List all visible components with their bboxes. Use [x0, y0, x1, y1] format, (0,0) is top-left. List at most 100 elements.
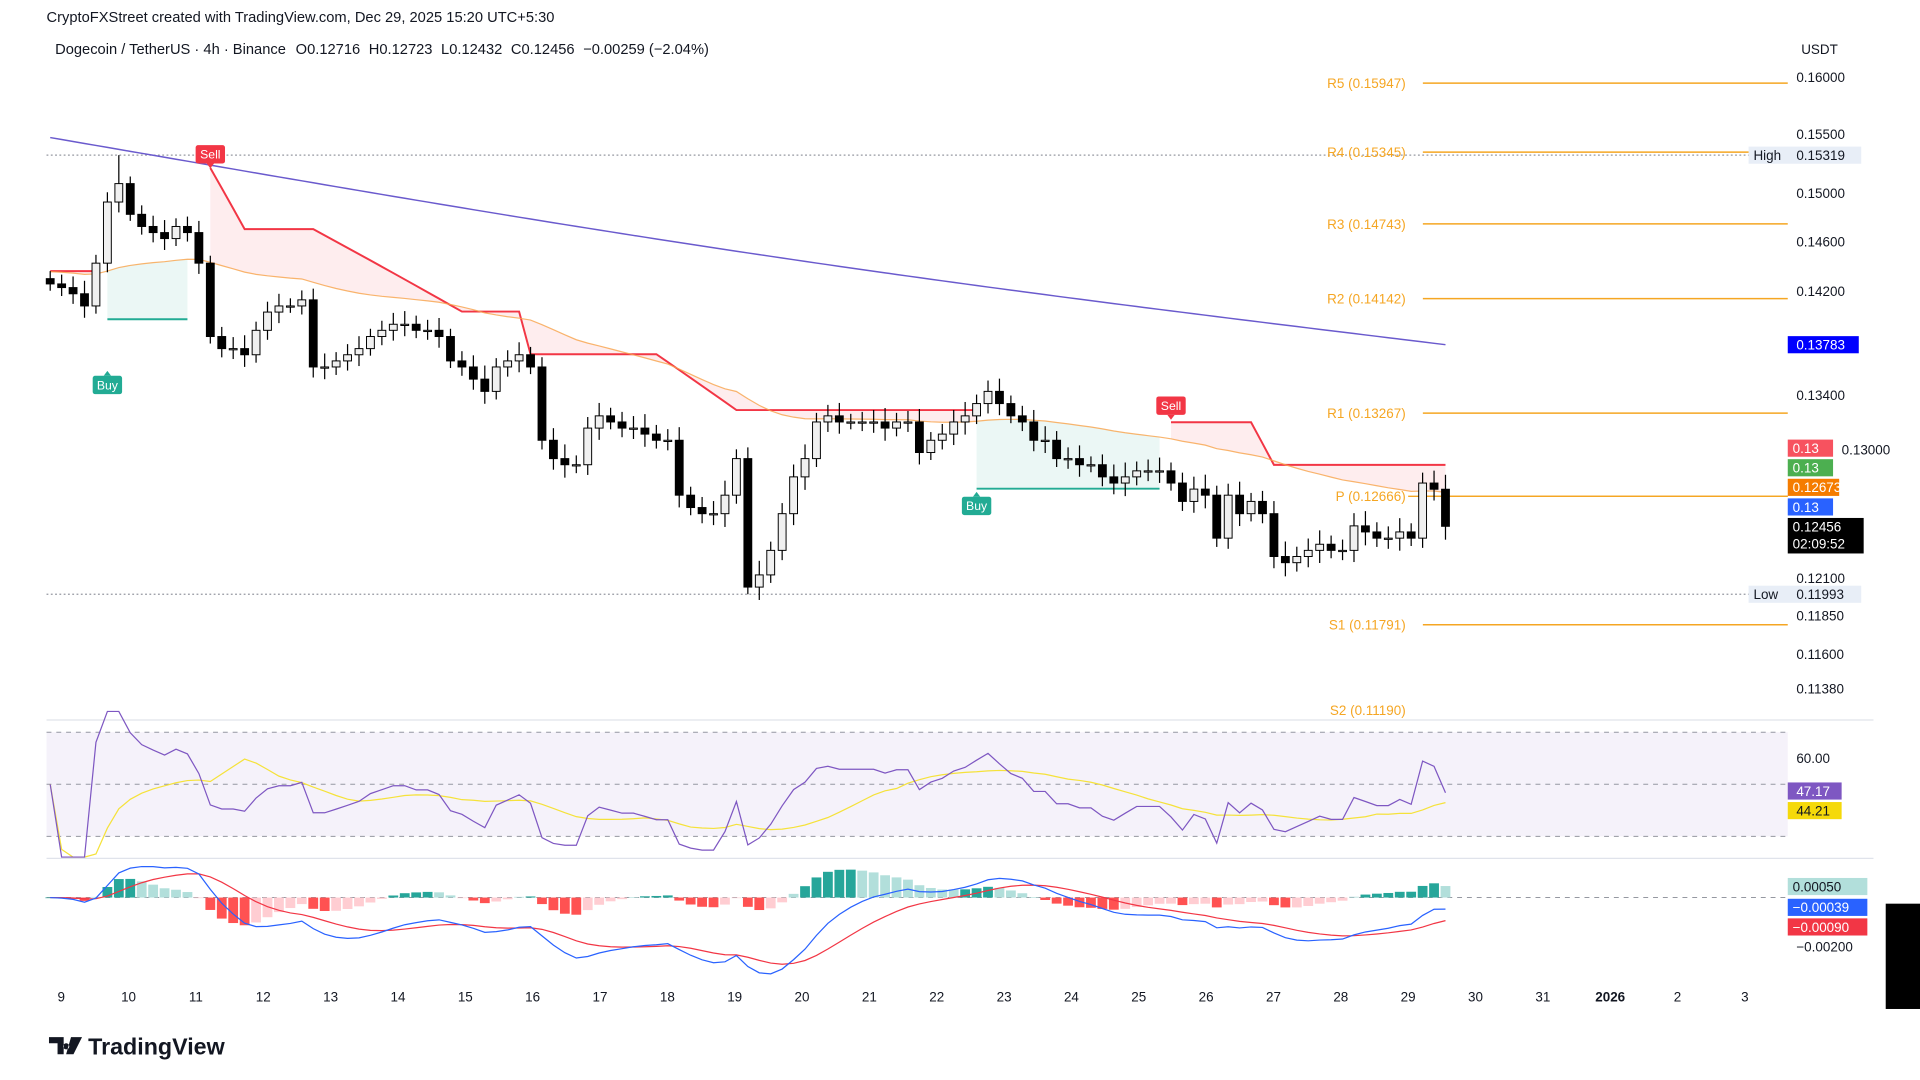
candle[interactable]	[320, 353, 330, 380]
candle[interactable]	[68, 276, 78, 304]
candle[interactable]	[549, 428, 558, 470]
candle[interactable]	[1406, 523, 1416, 546]
candle[interactable]	[880, 408, 890, 441]
candle[interactable]	[617, 411, 627, 438]
candle[interactable]	[217, 326, 227, 358]
candle[interactable]	[1075, 445, 1084, 477]
candle[interactable]	[194, 220, 204, 274]
candle[interactable]	[949, 409, 959, 446]
candle[interactable]	[972, 394, 981, 425]
candle[interactable]	[354, 336, 364, 367]
candle[interactable]	[1155, 457, 1164, 483]
candle[interactable]	[102, 192, 112, 273]
candle[interactable]	[423, 319, 433, 340]
candle[interactable]	[137, 205, 147, 235]
candle[interactable]	[400, 311, 410, 337]
candle[interactable]	[228, 337, 238, 360]
candle[interactable]	[686, 486, 696, 516]
candle[interactable]	[526, 346, 535, 375]
candle[interactable]	[869, 409, 879, 433]
candle[interactable]	[1315, 530, 1325, 563]
candle[interactable]	[1349, 513, 1359, 563]
candle[interactable]	[148, 215, 158, 243]
candle[interactable]	[789, 464, 799, 526]
candle[interactable]	[1109, 464, 1119, 495]
candle[interactable]	[297, 290, 307, 315]
candle[interactable]	[1326, 535, 1336, 559]
candle[interactable]	[45, 271, 55, 291]
candle[interactable]	[411, 315, 421, 339]
candle[interactable]	[446, 328, 455, 369]
candle[interactable]	[629, 416, 638, 439]
candle[interactable]	[743, 447, 753, 595]
candle[interactable]	[846, 413, 856, 430]
candle[interactable]	[1303, 538, 1313, 568]
candle[interactable]	[1372, 522, 1382, 547]
candle[interactable]	[366, 328, 375, 356]
candle[interactable]	[1269, 501, 1279, 569]
candle[interactable]	[1292, 546, 1302, 572]
candle[interactable]	[514, 342, 524, 373]
candle[interactable]	[560, 444, 570, 478]
candle[interactable]	[983, 380, 993, 414]
candle[interactable]	[1063, 447, 1073, 469]
candle[interactable]	[812, 412, 821, 468]
candle[interactable]	[709, 501, 718, 526]
candle[interactable]	[57, 274, 67, 297]
candle[interactable]	[468, 355, 478, 390]
candle[interactable]	[777, 503, 787, 561]
candle[interactable]	[343, 344, 352, 371]
candle[interactable]	[1132, 461, 1142, 486]
candle[interactable]	[1200, 474, 1210, 509]
candle[interactable]	[674, 427, 684, 508]
candle[interactable]	[1280, 541, 1290, 577]
candle[interactable]	[1097, 454, 1107, 487]
candle[interactable]	[663, 429, 673, 451]
candle[interactable]	[1040, 426, 1050, 454]
candle[interactable]	[251, 321, 261, 363]
candle[interactable]	[205, 255, 215, 344]
candle[interactable]	[594, 402, 604, 440]
candle[interactable]	[1189, 476, 1199, 513]
candle[interactable]	[183, 216, 192, 242]
candle[interactable]	[834, 402, 844, 434]
candle[interactable]	[732, 449, 741, 504]
candle[interactable]	[1006, 395, 1016, 424]
candle[interactable]	[480, 365, 490, 404]
candle[interactable]	[1383, 526, 1393, 549]
candle[interactable]	[1361, 511, 1370, 546]
candle[interactable]	[1086, 456, 1096, 473]
candle[interactable]	[960, 401, 970, 435]
candle[interactable]	[720, 480, 730, 527]
candle[interactable]	[171, 218, 181, 247]
symbol-title[interactable]: Dogecoin / TetherUS · 4h · Binance	[55, 42, 286, 58]
candle[interactable]	[1212, 485, 1222, 547]
candle[interactable]	[606, 407, 616, 430]
candle[interactable]	[1429, 470, 1439, 501]
candle[interactable]	[926, 432, 936, 461]
candle[interactable]	[1338, 539, 1347, 561]
candle[interactable]	[1223, 483, 1233, 549]
candle[interactable]	[160, 220, 169, 250]
candle[interactable]	[583, 417, 593, 475]
candle[interactable]	[1178, 472, 1187, 511]
candle[interactable]	[1258, 490, 1267, 524]
candle[interactable]	[1029, 409, 1039, 452]
candle[interactable]	[377, 320, 387, 346]
candle[interactable]	[285, 298, 295, 313]
macd-pane[interactable]: 0.00050 −0.00039 −0.00090 −0.00200	[45, 865, 1868, 975]
candle[interactable]	[903, 410, 913, 432]
candle[interactable]	[1052, 431, 1062, 468]
candle[interactable]	[1235, 481, 1245, 527]
candle[interactable]	[571, 455, 581, 474]
candle[interactable]	[892, 412, 901, 437]
candle[interactable]	[697, 496, 707, 524]
candle[interactable]	[331, 352, 341, 375]
price-axis[interactable]: High 0.15319 Low 0.11993 0.16000 0.15500 0.150…	[1748, 70, 1891, 696]
candle[interactable]	[125, 176, 135, 221]
candle[interactable]	[995, 378, 1004, 416]
candle[interactable]	[857, 411, 867, 432]
candle[interactable]	[1166, 462, 1176, 491]
candle[interactable]	[1017, 405, 1027, 432]
